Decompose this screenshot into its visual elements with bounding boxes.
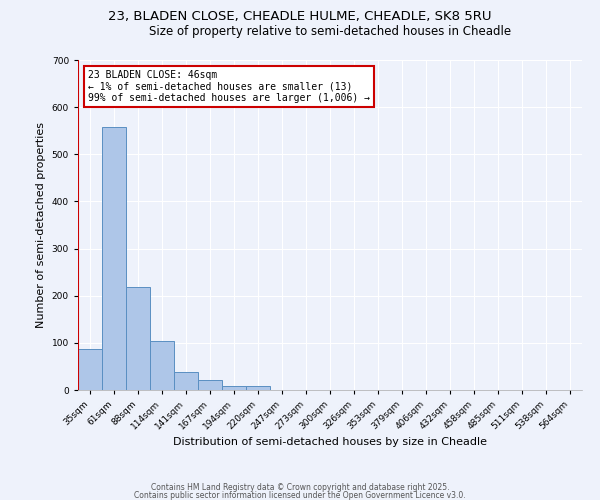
Bar xyxy=(150,340,174,390)
Text: Contains public sector information licensed under the Open Government Licence v3: Contains public sector information licen… xyxy=(134,490,466,500)
X-axis label: Distribution of semi-detached houses by size in Cheadle: Distribution of semi-detached houses by … xyxy=(173,436,487,446)
Text: Contains HM Land Registry data © Crown copyright and database right 2025.: Contains HM Land Registry data © Crown c… xyxy=(151,484,449,492)
Bar xyxy=(246,386,270,390)
Bar xyxy=(102,128,126,390)
Bar xyxy=(126,287,150,390)
Bar xyxy=(174,372,198,390)
Bar xyxy=(222,386,246,390)
Text: 23, BLADEN CLOSE, CHEADLE HULME, CHEADLE, SK8 5RU: 23, BLADEN CLOSE, CHEADLE HULME, CHEADLE… xyxy=(108,10,492,23)
Bar xyxy=(78,348,102,390)
Bar xyxy=(198,380,222,390)
Title: Size of property relative to semi-detached houses in Cheadle: Size of property relative to semi-detach… xyxy=(149,25,511,38)
Text: 23 BLADEN CLOSE: 46sqm
← 1% of semi-detached houses are smaller (13)
99% of semi: 23 BLADEN CLOSE: 46sqm ← 1% of semi-deta… xyxy=(88,70,370,103)
Y-axis label: Number of semi-detached properties: Number of semi-detached properties xyxy=(36,122,46,328)
